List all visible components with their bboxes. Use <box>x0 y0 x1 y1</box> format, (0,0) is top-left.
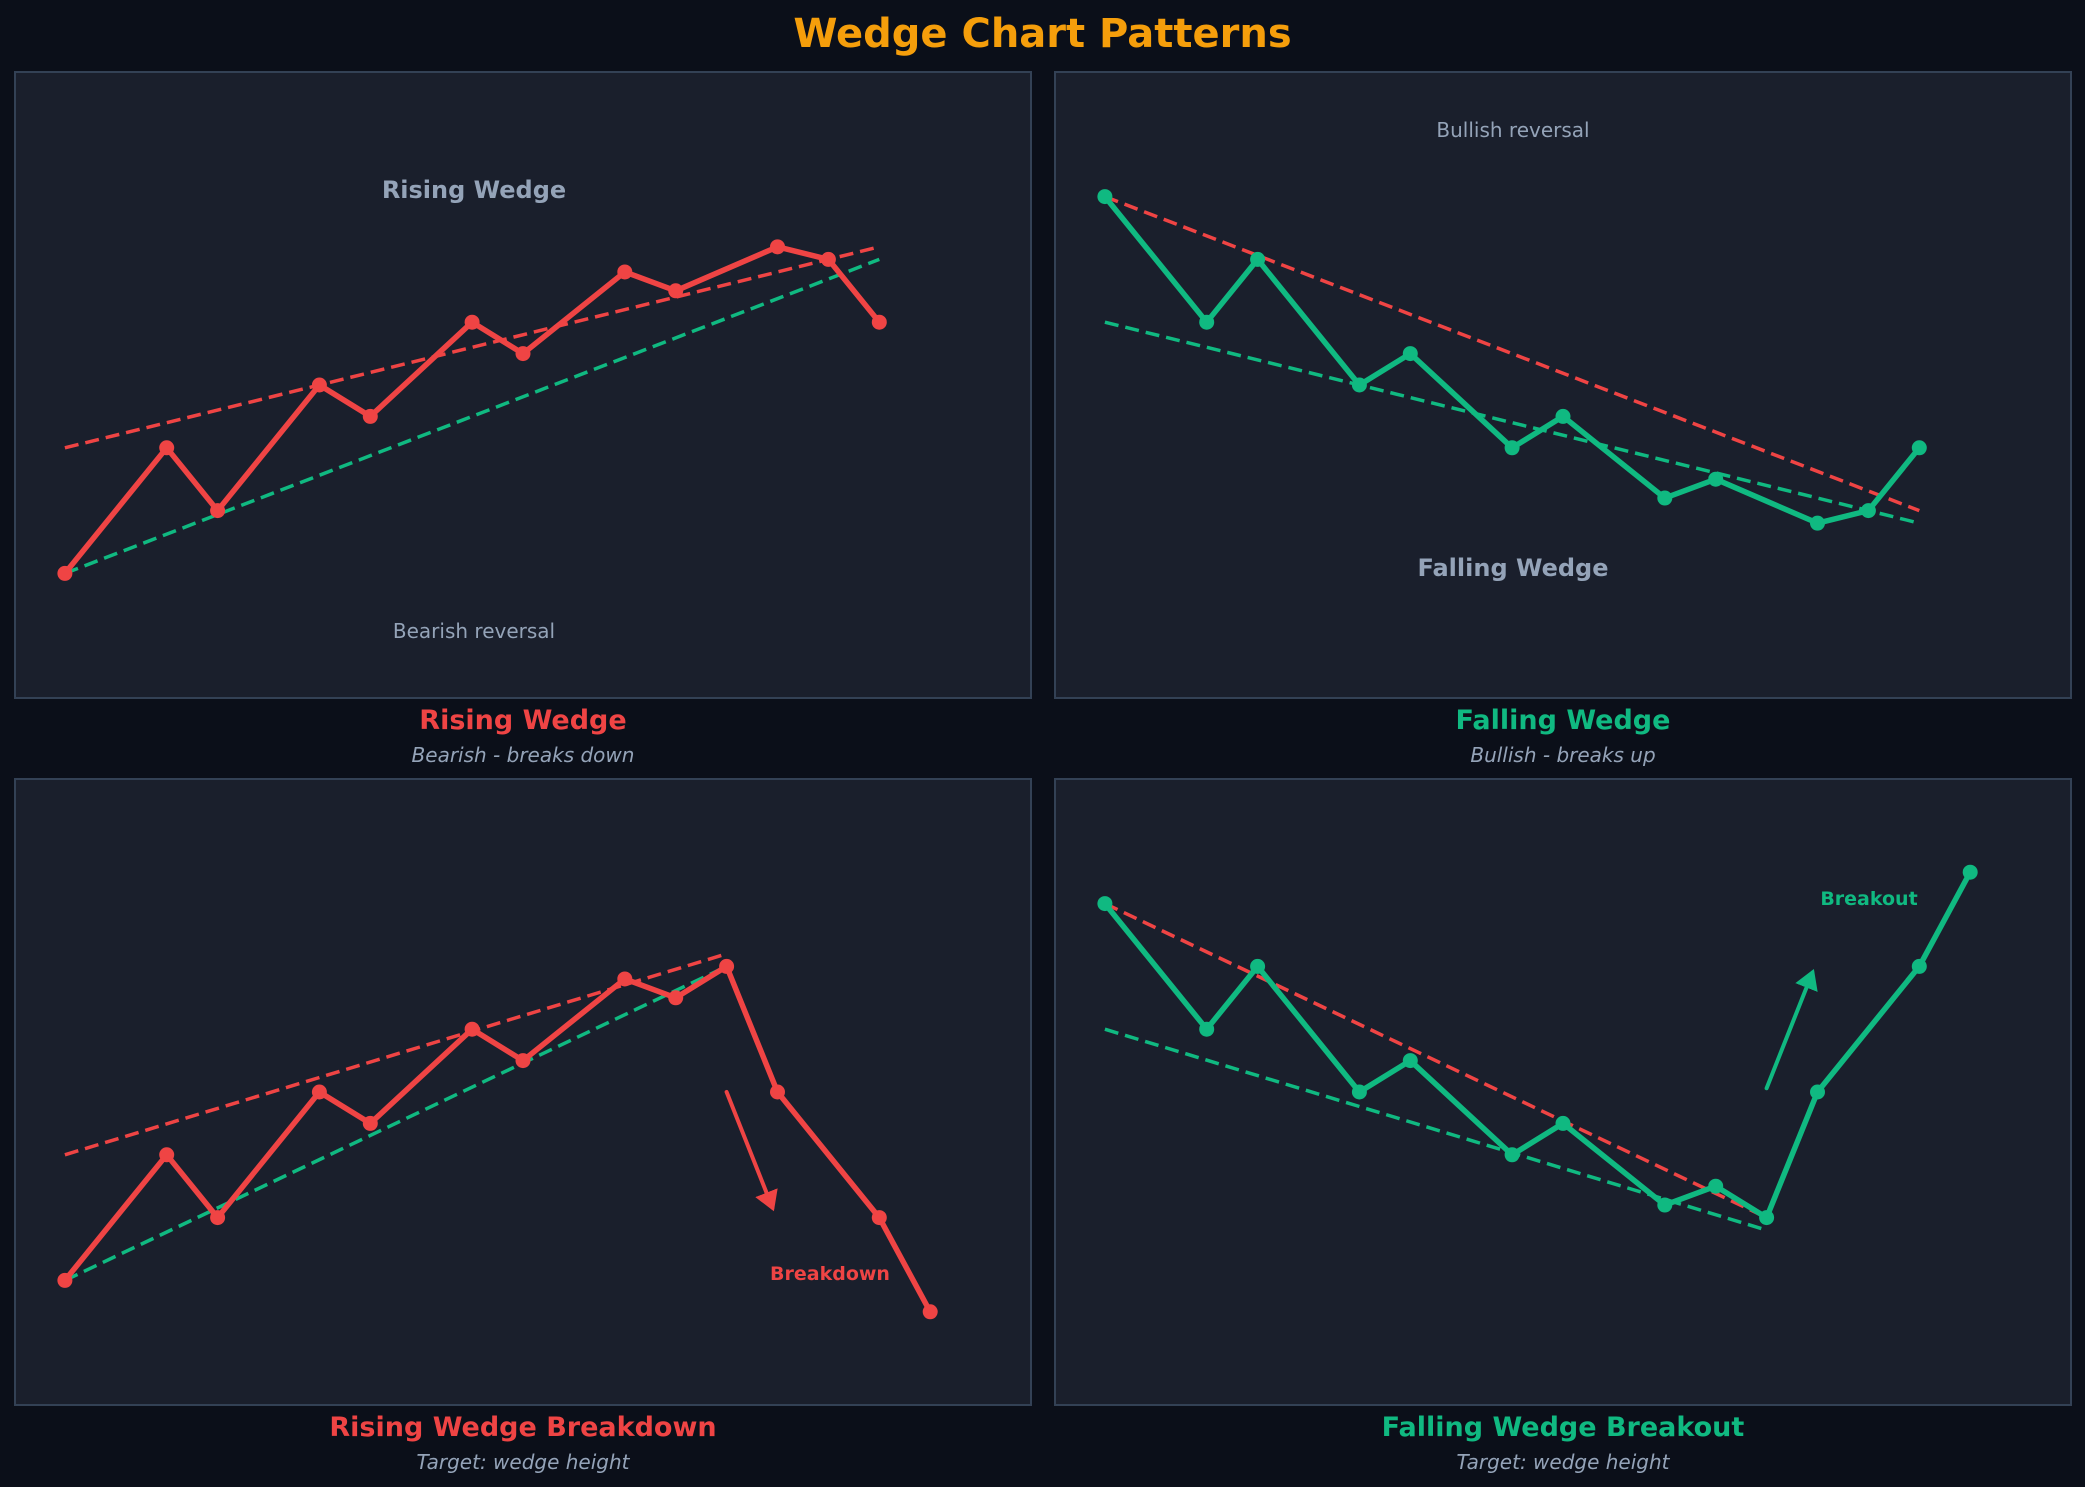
price-point <box>159 440 175 456</box>
price-point <box>1911 440 1927 456</box>
price-point <box>159 1147 175 1163</box>
rising-wedge-breakdown-caption: Rising Wedge Breakdown <box>329 1412 717 1443</box>
price-point <box>1962 864 1978 880</box>
price-point <box>668 283 684 299</box>
price-point <box>1402 346 1418 362</box>
price-point <box>820 251 836 267</box>
price-point <box>362 408 378 424</box>
price-point <box>515 1053 531 1069</box>
price-point <box>1199 1021 1215 1037</box>
direction-arrow-icon <box>724 1090 778 1212</box>
price-line <box>1102 194 1922 526</box>
price-point <box>871 1210 887 1226</box>
price-point <box>1351 1084 1367 1100</box>
bearish-reversal-note: Bearish reversal <box>392 619 556 643</box>
falling-wedge-caption: Falling Wedge <box>1455 705 1671 736</box>
price-point <box>1860 503 1876 519</box>
rising-wedge-caption: Rising Wedge <box>419 705 627 736</box>
price-line <box>62 244 882 576</box>
price-point <box>1504 1147 1520 1163</box>
rising-wedge-breakdown-subcaption: Target: wedge height <box>416 1450 630 1474</box>
price-point <box>1097 896 1113 912</box>
price-point <box>1097 189 1113 205</box>
price-point <box>210 503 226 519</box>
price-point <box>1555 1115 1571 1131</box>
price-point <box>922 1304 938 1320</box>
price-point <box>515 346 531 362</box>
price-point <box>210 1210 226 1226</box>
price-point <box>1911 958 1927 974</box>
price-point <box>1657 490 1673 506</box>
rising-wedge-plot <box>57 239 887 581</box>
price-point <box>1810 1084 1825 1100</box>
upper-trendline <box>64 245 880 450</box>
page-title: Wedge Chart Patterns <box>793 11 1292 57</box>
price-point <box>1708 1178 1724 1194</box>
breakdown-label: Breakdown <box>770 1263 890 1285</box>
price-point <box>464 1021 480 1037</box>
price-point <box>311 377 327 393</box>
falling-wedge-plot <box>1097 189 1927 531</box>
rising-wedge-subcaption: Bearish - breaks down <box>411 743 635 767</box>
rising-wedge-breakdown-chart: Breakdown <box>14 778 1032 1406</box>
rising-wedge-breakdown-plot <box>57 952 938 1320</box>
price-point <box>719 958 735 974</box>
price-point <box>770 1084 785 1100</box>
falling-wedge-subcaption: Bullish - breaks up <box>1470 743 1656 767</box>
price-point <box>617 264 633 280</box>
price-point <box>1810 515 1825 531</box>
rising-wedge-chart: Rising Wedge Bearish reversal <box>14 71 1032 699</box>
falling-wedge-breakout-plot <box>1097 864 1978 1232</box>
price-line <box>62 963 933 1314</box>
price-point <box>1708 471 1724 487</box>
price-point <box>311 1084 327 1100</box>
falling-wedge-breakout-caption: Falling Wedge Breakout <box>1381 1412 1745 1443</box>
price-point <box>871 314 887 330</box>
price-point <box>464 314 480 330</box>
price-point <box>770 239 785 255</box>
price-point <box>1351 377 1367 393</box>
direction-arrow-icon <box>1764 968 1818 1091</box>
price-point <box>57 1272 73 1288</box>
bullish-reversal-note: Bullish reversal <box>1436 118 1590 142</box>
falling-wedge-breakout-chart: Breakout <box>1054 778 2072 1406</box>
price-point <box>668 990 684 1006</box>
upper-trendline <box>1104 902 1768 1220</box>
lower-trendline <box>1104 320 1920 525</box>
price-line <box>1102 870 1973 1221</box>
price-point <box>617 971 633 987</box>
rising-wedge-inner-title: Rising Wedge <box>381 176 567 204</box>
falling-wedge-inner-title: Falling Wedge <box>1417 554 1609 582</box>
lower-trendline <box>64 964 728 1282</box>
price-point <box>57 565 73 581</box>
price-point <box>1759 1210 1775 1226</box>
price-point <box>1555 408 1571 424</box>
price-point <box>1199 314 1215 330</box>
price-point <box>362 1115 378 1131</box>
lower-trendline <box>64 257 880 576</box>
falling-wedge-chart: Bullish reversal Falling Wedge <box>1054 71 2072 699</box>
price-point <box>1250 251 1266 267</box>
falling-wedge-breakout-subcaption: Target: wedge height <box>1456 1450 1670 1474</box>
upper-trendline <box>1104 194 1920 513</box>
price-point <box>1657 1197 1673 1213</box>
price-point <box>1402 1053 1418 1069</box>
price-point <box>1504 440 1520 456</box>
price-point <box>1250 958 1266 974</box>
breakout-label: Breakout <box>1820 888 1918 910</box>
